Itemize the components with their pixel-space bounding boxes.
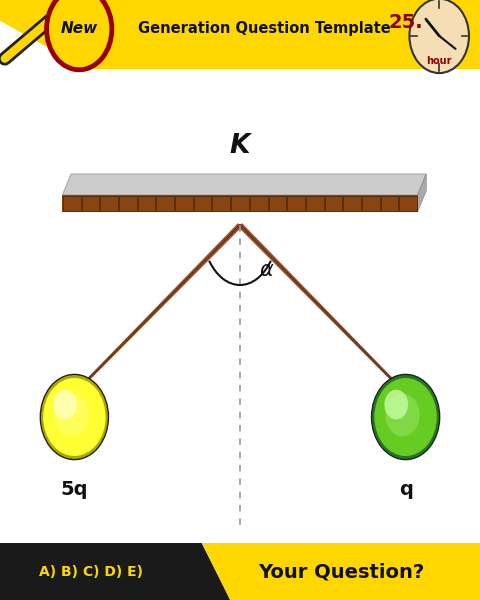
Text: q: q [399,480,412,499]
Circle shape [53,390,77,419]
Circle shape [372,374,440,460]
Text: New: New [60,22,98,37]
Circle shape [374,378,437,456]
Text: A) B) C) D) E): A) B) C) D) E) [39,565,143,578]
Polygon shape [0,543,230,600]
Text: 5q: 5q [60,480,88,499]
Polygon shape [100,196,118,211]
Polygon shape [175,196,193,211]
Polygon shape [0,20,86,69]
Text: 25.: 25. [388,13,423,32]
Polygon shape [399,196,417,211]
Circle shape [385,394,420,437]
Circle shape [43,378,106,456]
Circle shape [40,374,108,460]
Polygon shape [62,195,418,212]
Polygon shape [156,196,174,211]
Text: K: K [230,133,250,159]
Polygon shape [0,0,480,69]
Polygon shape [418,174,426,212]
Polygon shape [287,196,305,211]
Text: Your Question?: Your Question? [258,562,424,581]
Text: hour: hour [426,56,452,67]
Text: α: α [260,260,273,280]
Polygon shape [268,196,286,211]
Circle shape [47,0,112,70]
Circle shape [384,390,408,419]
Polygon shape [381,196,398,211]
Polygon shape [138,196,156,211]
Polygon shape [306,196,324,211]
Polygon shape [63,196,81,211]
Polygon shape [343,196,361,211]
Polygon shape [324,196,342,211]
Polygon shape [202,543,480,600]
Polygon shape [119,196,137,211]
Polygon shape [82,196,99,211]
Polygon shape [213,196,230,211]
Circle shape [54,394,88,437]
Polygon shape [62,174,426,195]
Circle shape [409,0,469,73]
Text: Generation Question Template: Generation Question Template [138,22,390,37]
Polygon shape [362,196,380,211]
Polygon shape [250,196,267,211]
Polygon shape [194,196,212,211]
Polygon shape [231,196,249,211]
